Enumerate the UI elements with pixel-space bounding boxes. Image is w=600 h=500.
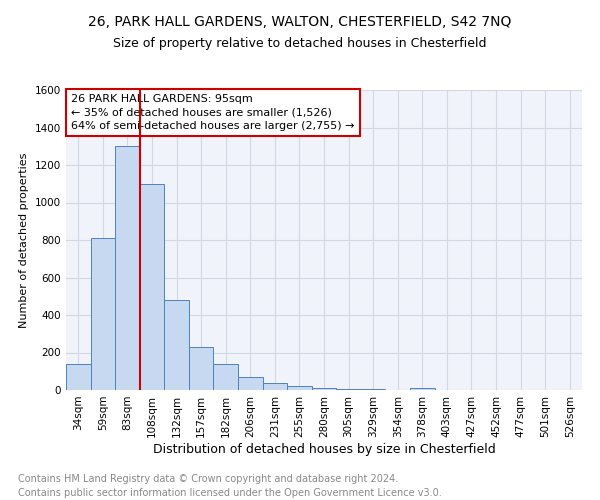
Bar xyxy=(336,389,361,390)
Text: Contains HM Land Registry data © Crown copyright and database right 2024.
Contai: Contains HM Land Registry data © Crown c… xyxy=(18,474,442,498)
Bar xyxy=(312,388,336,390)
Bar xyxy=(189,347,214,390)
Text: 26, PARK HALL GARDENS, WALTON, CHESTERFIELD, S42 7NQ: 26, PARK HALL GARDENS, WALTON, CHESTERFI… xyxy=(88,15,512,29)
Bar xyxy=(263,382,287,390)
Bar xyxy=(214,364,238,390)
Bar xyxy=(115,146,140,390)
Text: 26 PARK HALL GARDENS: 95sqm
← 35% of detached houses are smaller (1,526)
64% of : 26 PARK HALL GARDENS: 95sqm ← 35% of det… xyxy=(71,94,355,131)
Bar xyxy=(91,238,115,390)
Bar xyxy=(287,386,312,390)
Y-axis label: Number of detached properties: Number of detached properties xyxy=(19,152,29,328)
Bar xyxy=(66,364,91,390)
Bar xyxy=(238,377,263,390)
Bar xyxy=(140,184,164,390)
X-axis label: Distribution of detached houses by size in Chesterfield: Distribution of detached houses by size … xyxy=(152,442,496,456)
Bar xyxy=(410,388,434,390)
Text: Size of property relative to detached houses in Chesterfield: Size of property relative to detached ho… xyxy=(113,38,487,51)
Bar xyxy=(164,300,189,390)
